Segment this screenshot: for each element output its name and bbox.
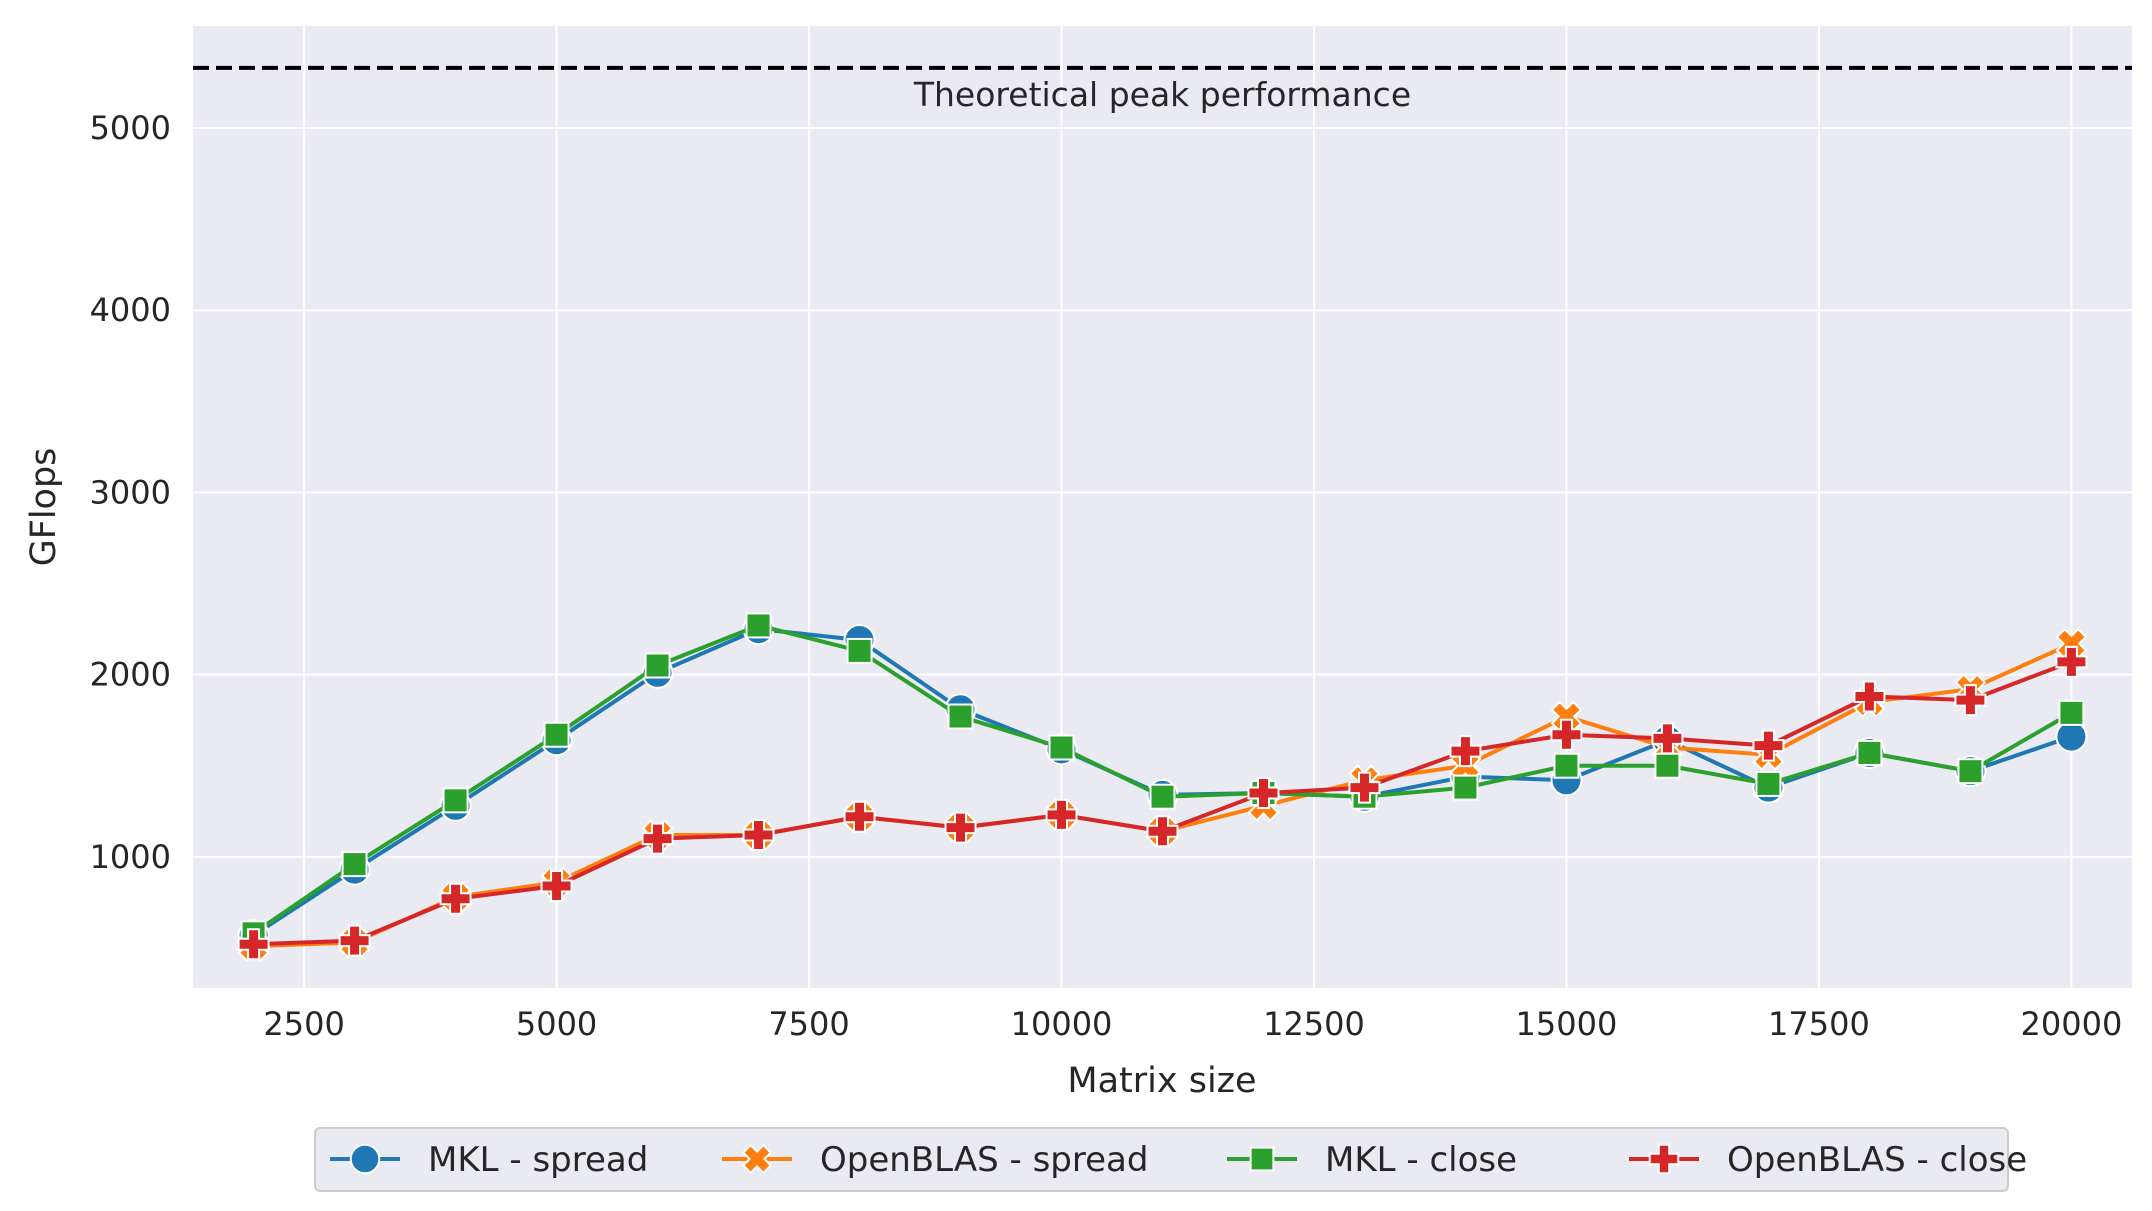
y-tick-label: 1000: [90, 838, 171, 876]
data-point: [1247, 777, 1280, 810]
x-axis-label: Matrix size: [1067, 1061, 1256, 1101]
legend-label: MKL - spread: [428, 1140, 648, 1180]
data-point: [846, 637, 873, 664]
x-tick-label: 10000: [1011, 1005, 1113, 1043]
data-point: [1550, 718, 1583, 751]
x-tick-labels: 2500 5000 7500 10000 12500 15000 17500 20000: [263, 1005, 2122, 1043]
data-point: [338, 924, 371, 957]
legend-frame: [314, 1127, 2009, 1192]
y-tick-labels: 1000 2000 3000 4000 5000: [90, 109, 171, 876]
y-tick-label: 2000: [90, 656, 171, 694]
data-point: [2058, 699, 2085, 726]
data-point: [1149, 783, 1176, 810]
data-point: [1553, 752, 1580, 779]
x-tick-label: 5000: [516, 1005, 597, 1043]
data-point: [237, 928, 270, 961]
data-point: [2055, 645, 2088, 678]
data-point: [947, 703, 974, 730]
reference-line-label: Theoretical peak performance: [913, 75, 1411, 114]
data-point: [1449, 735, 1482, 768]
legend-label: OpenBLAS - spread: [820, 1140, 1148, 1180]
data-point: [843, 800, 876, 833]
legend-marker: [1249, 1146, 1275, 1172]
data-point: [543, 721, 570, 748]
data-point: [745, 612, 772, 639]
data-point: [1957, 758, 1984, 785]
data-point: [439, 882, 472, 915]
data-point: [1045, 798, 1078, 831]
data-point: [442, 787, 469, 814]
y-axis-label: GFlops: [24, 448, 64, 567]
legend-marker: [741, 1143, 773, 1175]
reference-line-group: Theoretical peak performance: [193, 65, 2132, 114]
data-point: [540, 869, 573, 902]
x-tick-label: 12500: [1263, 1005, 1365, 1043]
data-point: [644, 652, 671, 679]
legend-label: MKL - close: [1325, 1140, 1517, 1180]
data-point: [1954, 684, 1987, 717]
data-point: [742, 818, 775, 851]
data-point: [1752, 729, 1785, 762]
data-point: [944, 811, 977, 844]
x-tick-label: 17500: [1768, 1005, 1870, 1043]
x-tick-label: 2500: [263, 1005, 344, 1043]
x-tick-label: 7500: [768, 1005, 849, 1043]
grid-lines: [193, 26, 2132, 988]
data-point: [1651, 722, 1684, 755]
data-point: [1048, 734, 1075, 761]
series-openblas-close: [237, 645, 2088, 961]
data-point: [1452, 774, 1479, 801]
y-tick-label: 5000: [90, 109, 171, 147]
data-point: [1654, 752, 1681, 779]
data-point: [1146, 815, 1179, 848]
y-tick-label: 4000: [90, 291, 171, 329]
legend-marker: [1648, 1143, 1680, 1175]
legend-marker: [349, 1143, 381, 1175]
data-point: [1348, 771, 1381, 804]
x-tick-label: 20000: [2021, 1005, 2123, 1043]
data-point: [1856, 739, 1883, 766]
data-point: [1853, 680, 1886, 713]
data-point: [341, 851, 368, 878]
x-tick-label: 15000: [1516, 1005, 1618, 1043]
y-tick-label: 3000: [90, 473, 171, 511]
data-point: [1755, 770, 1782, 797]
legend: MKL - spread OpenBLAS - spread MKL - close…: [314, 1127, 2027, 1192]
series-group: [237, 612, 2088, 963]
data-point: [2055, 720, 2088, 753]
legend-label: OpenBLAS - close: [1727, 1140, 2027, 1180]
data-point: [641, 822, 674, 855]
